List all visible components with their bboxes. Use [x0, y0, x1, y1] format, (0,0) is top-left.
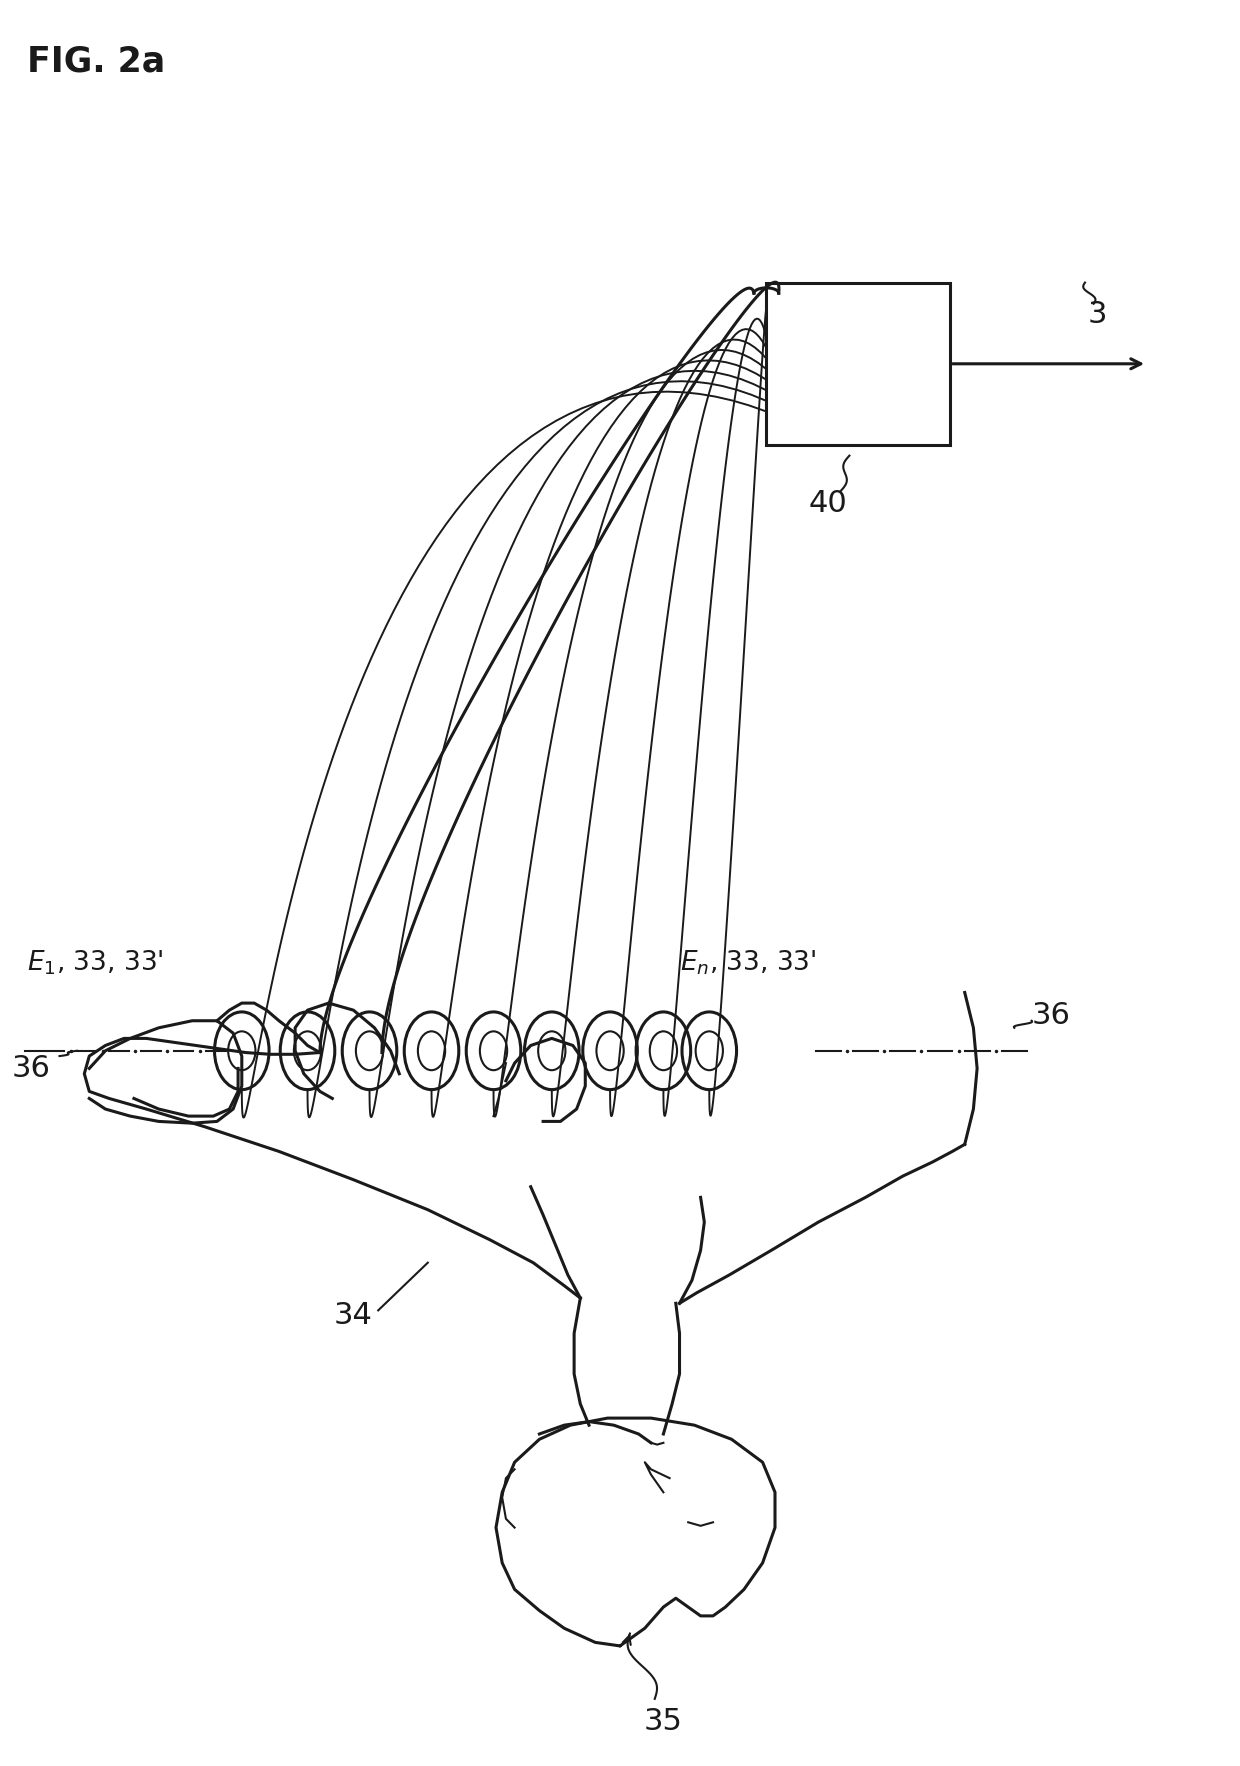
- Text: 36: 36: [11, 1054, 51, 1083]
- Text: 40: 40: [808, 489, 848, 517]
- Text: 34: 34: [334, 1302, 373, 1330]
- Text: 35: 35: [644, 1708, 683, 1736]
- Bar: [766, 283, 950, 445]
- Text: $E_n$, 33, 33': $E_n$, 33, 33': [680, 948, 816, 977]
- Text: 3: 3: [1087, 300, 1107, 328]
- Text: $E_1$, 33, 33': $E_1$, 33, 33': [27, 948, 164, 977]
- Text: FIG. 2a: FIG. 2a: [27, 44, 165, 78]
- Text: 36: 36: [1032, 1001, 1071, 1030]
